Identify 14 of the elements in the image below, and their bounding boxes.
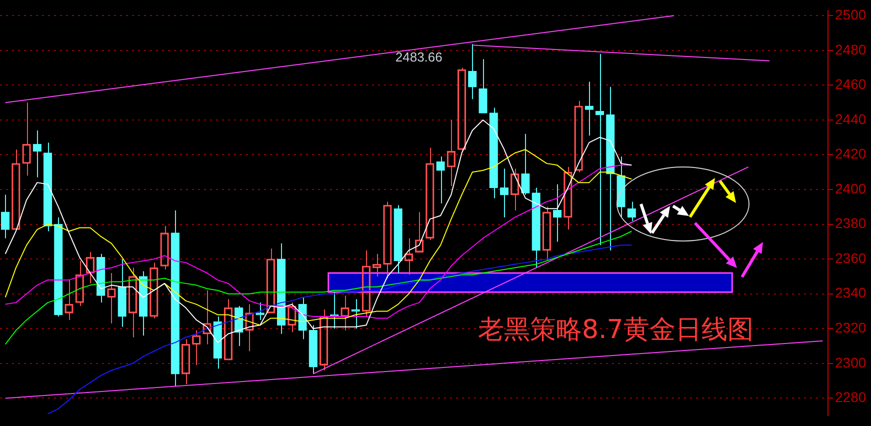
- y-tick-label: 2480: [835, 41, 866, 58]
- y-tick-label: 2420: [835, 146, 866, 162]
- y-tick-label: 2400: [835, 180, 866, 196]
- text: 老黑策略8.7黄金日线图: [478, 314, 754, 347]
- y-tick-label: 2440: [835, 110, 866, 127]
- annotation: 2483.66: [395, 50, 442, 65]
- y-tick-label: 2340: [835, 284, 866, 301]
- y-tick-label: 2320: [835, 320, 866, 336]
- y-tick-label: 2300: [835, 354, 866, 370]
- y-tick-label: 2380: [835, 215, 866, 232]
- y-tick-label: 2280: [835, 389, 866, 406]
- y-tick-label: 2360: [835, 250, 866, 266]
- y-tick-label: 2500: [835, 6, 866, 22]
- y-tick-label: 2460: [835, 76, 866, 92]
